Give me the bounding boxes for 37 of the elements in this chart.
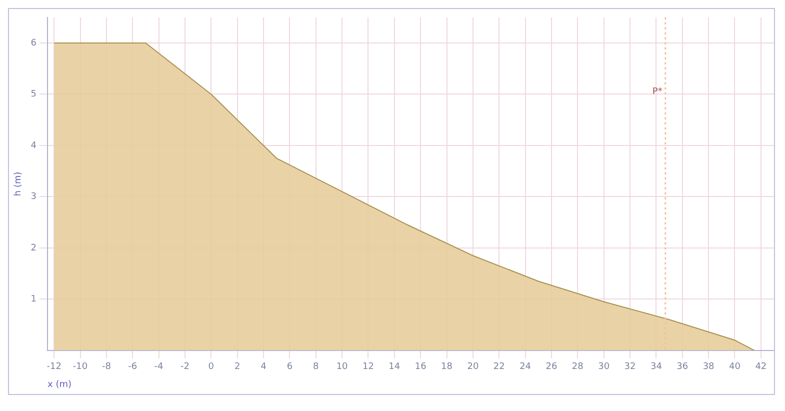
x-tick-label: 10 <box>336 362 348 372</box>
x-tick-label: 42 <box>755 362 767 372</box>
x-tick-label: -12 <box>46 362 62 372</box>
x-tick-label: 16 <box>414 362 427 372</box>
x-tick-label: 38 <box>702 362 715 372</box>
y-axis-title: h (m) <box>14 172 24 196</box>
x-tick-label: -6 <box>128 362 138 372</box>
y-tick-label: 4 <box>30 140 37 151</box>
x-tick-label: 26 <box>546 362 558 372</box>
y-tick-label: 1 <box>30 294 37 305</box>
x-tick-label: 34 <box>650 362 662 372</box>
y-tick-label: 5 <box>30 90 37 100</box>
x-axis-title: x (m) <box>48 380 72 390</box>
y-tick-label: 2 <box>30 243 37 254</box>
x-tick-label: 36 <box>676 362 688 372</box>
x-tick-label: 12 <box>362 362 374 372</box>
x-tick-label: 24 <box>520 362 532 372</box>
y-tick-label: 6 <box>30 38 37 48</box>
x-tick-label: -10 <box>72 362 88 372</box>
ref-line-label: P* <box>652 87 663 98</box>
x-tick-label: -8 <box>102 362 112 372</box>
x-tick-label: 20 <box>467 362 479 372</box>
x-tick-label: 4 <box>260 362 267 372</box>
x-tick-label: 32 <box>624 362 636 372</box>
x-tick-label: -2 <box>180 362 190 372</box>
y-tick-label: 3 <box>30 192 37 202</box>
x-tick-label: 22 <box>493 362 505 372</box>
x-tick-label: 2 <box>234 362 240 372</box>
x-tick-label: 0 <box>208 362 214 372</box>
x-tick-label: 6 <box>286 362 293 372</box>
x-tick-label: 40 <box>729 362 741 372</box>
x-tick-label: -4 <box>154 362 164 372</box>
x-tick-label: 8 <box>312 362 319 372</box>
x-tick-label: 28 <box>572 362 584 372</box>
x-tick-label: 18 <box>441 362 453 372</box>
x-tick-label: 14 <box>388 362 400 372</box>
x-tick-label: 30 <box>598 362 610 372</box>
